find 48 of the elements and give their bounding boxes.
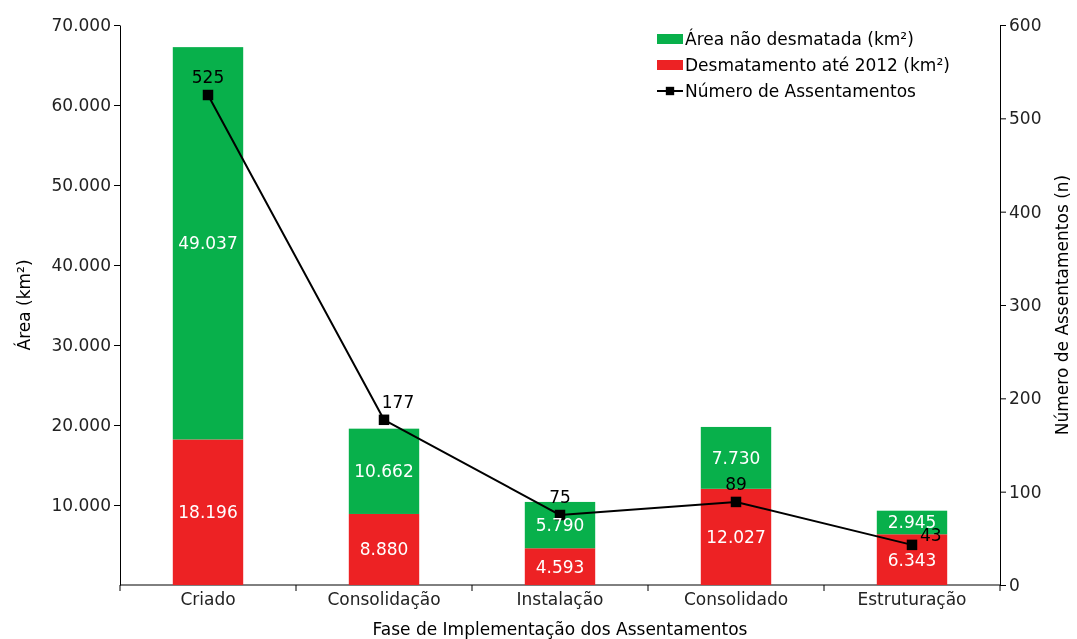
data-label: 7.730 [711,447,761,468]
y-tick-label: 30.000 [51,334,111,355]
point [730,496,742,508]
bar [172,47,244,440]
y-tick-label: 20.000 [51,414,111,435]
legend-label: Desmatamento até 2012 (km²) [685,55,950,75]
point [202,89,214,101]
data-label: 75 [549,487,571,507]
y2-tick-label: 100 [1009,481,1042,502]
data-label: 89 [725,473,747,494]
y2-tick-label: 600 [1009,14,1042,35]
y2-tick-label: 400 [1009,201,1042,222]
bar [348,513,420,585]
bar [172,439,244,585]
y-tick-label: 70.000 [51,14,111,35]
legend-label: Número de Assentamentos [685,81,917,101]
data-label: 525 [191,67,225,87]
y2-tick-label: 0 [1009,574,1020,595]
data-label: 5.790 [535,515,585,536]
y-tick-label: 10.000 [51,494,111,515]
x-axis-title: Fase de Implementação dos Assentamentos [372,619,748,639]
data-label: 177 [381,391,415,412]
y2-axis-title: Número de Assentamentos (n) [1052,174,1072,436]
x-tick-label: Estruturação [857,589,967,610]
point [378,414,390,426]
data-label: 18.196 [178,502,238,523]
data-label: 10.662 [354,461,414,482]
y2-tick-label: 500 [1009,108,1042,129]
x-tick-label: Consolidação [327,589,441,610]
data-label: 49.037 [178,233,238,254]
bar [700,426,772,489]
data-label: 12.027 [706,526,766,547]
x-tick-label: Instalação [516,589,604,610]
data-label: 4.593 [535,556,585,577]
x-tick-label: Criado [180,589,236,610]
y-tick-label: 40.000 [51,254,111,275]
x-tick-label: Consolidado [683,589,789,610]
legend-label: Área não desmatada (km²) [685,28,914,49]
y2-tick-label: 300 [1009,294,1042,315]
bar [700,488,772,585]
bar [348,428,420,514]
y-tick-label: 50.000 [51,174,111,195]
y-axis-title: Área (km²) [13,259,34,351]
y2-tick-label: 200 [1009,388,1042,409]
y-tick-label: 60.000 [51,94,111,115]
point [906,539,918,551]
data-label: 6.343 [887,549,937,570]
data-label: 8.880 [359,539,409,560]
